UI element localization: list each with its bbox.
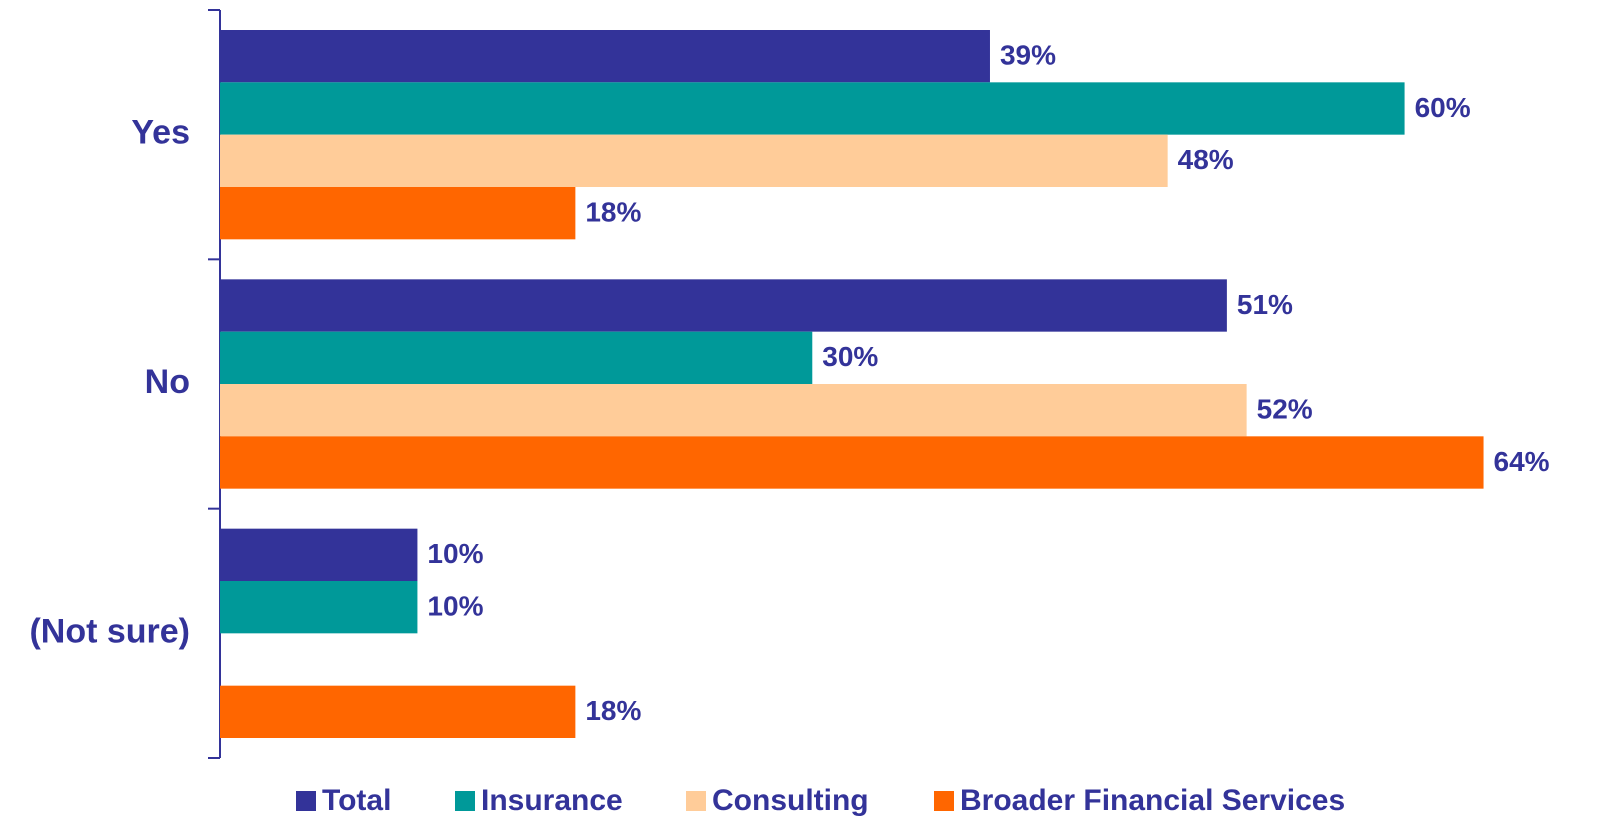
value-label: 64% bbox=[1494, 446, 1550, 477]
legend-label: Broader Financial Services bbox=[960, 784, 1345, 817]
value-label: 18% bbox=[585, 695, 641, 726]
bar bbox=[220, 581, 418, 634]
value-label: 10% bbox=[427, 591, 483, 622]
bar bbox=[220, 279, 1227, 332]
bar bbox=[220, 685, 576, 738]
value-label: 18% bbox=[585, 197, 641, 228]
value-label: 39% bbox=[1000, 40, 1056, 71]
value-label: 48% bbox=[1178, 144, 1234, 175]
bar bbox=[220, 30, 990, 83]
legend-label: Consulting bbox=[712, 784, 869, 817]
bar bbox=[220, 187, 576, 240]
value-label: 60% bbox=[1415, 92, 1471, 123]
bar bbox=[220, 82, 1405, 135]
category-label: (Not sure) bbox=[29, 612, 190, 650]
bar bbox=[220, 528, 418, 581]
bar bbox=[220, 384, 1247, 437]
category-label: No bbox=[145, 363, 190, 401]
legend-label: Insurance bbox=[481, 784, 623, 817]
legend-swatch bbox=[296, 791, 316, 811]
value-label: 52% bbox=[1257, 394, 1313, 425]
value-label: 30% bbox=[822, 341, 878, 372]
bar bbox=[220, 436, 1484, 489]
bar bbox=[220, 331, 813, 384]
value-label: 51% bbox=[1237, 289, 1293, 320]
category-label: Yes bbox=[131, 114, 190, 152]
value-label: 10% bbox=[427, 538, 483, 569]
legend-swatch bbox=[455, 791, 475, 811]
legend-label: Total bbox=[322, 784, 391, 817]
legend-swatch bbox=[934, 791, 954, 811]
legend-swatch bbox=[686, 791, 706, 811]
bar bbox=[220, 134, 1168, 187]
